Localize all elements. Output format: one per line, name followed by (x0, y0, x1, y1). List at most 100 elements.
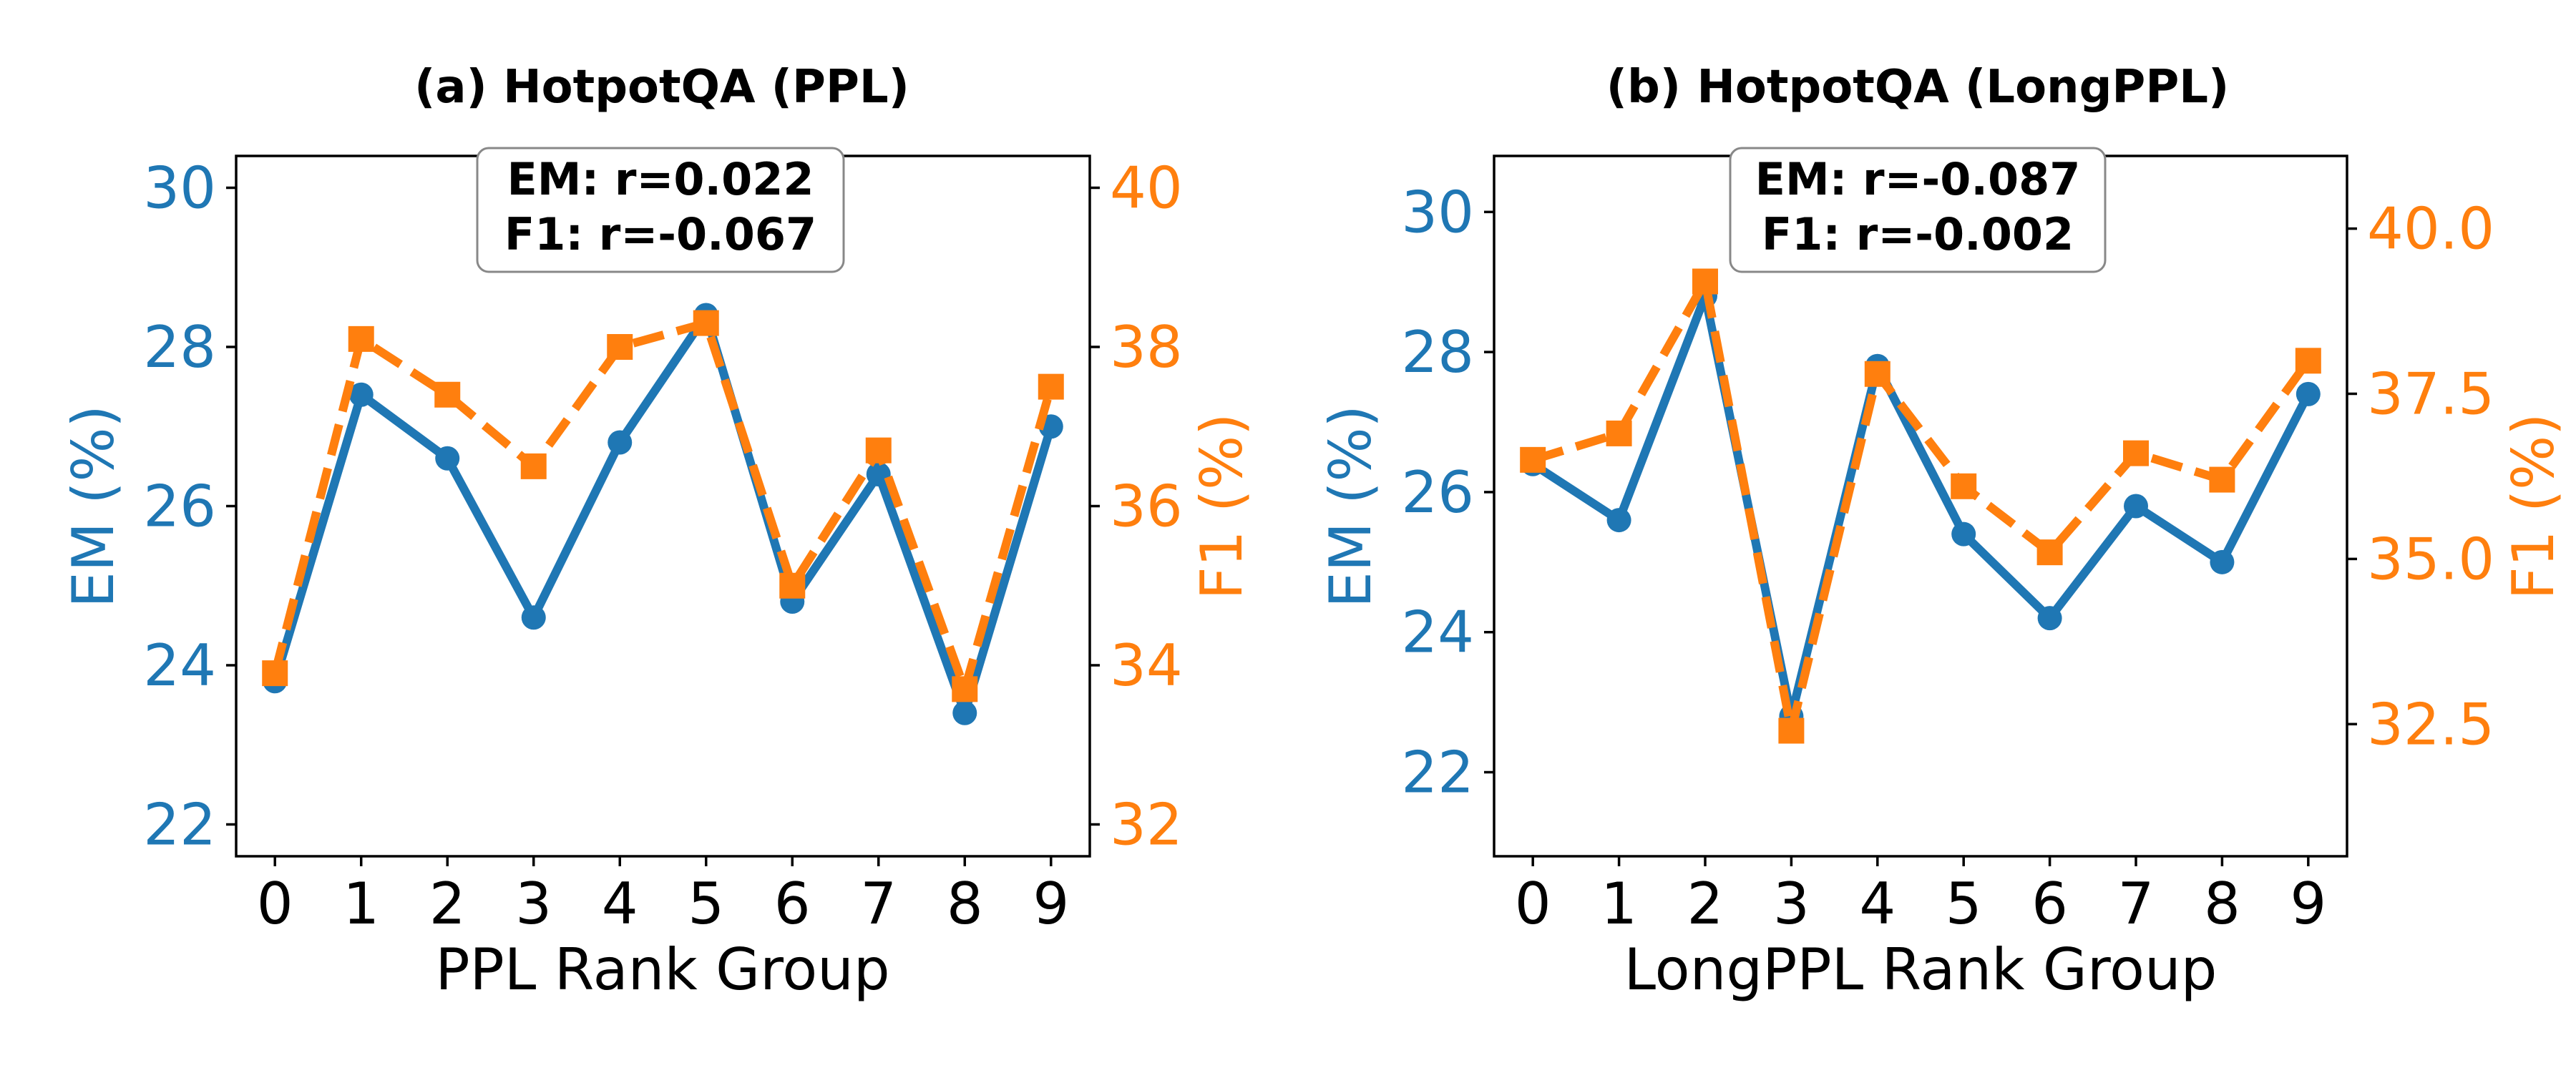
f1-point (2036, 539, 2063, 566)
x-tick-label: 7 (860, 871, 897, 937)
left-tick-label: 30 (143, 155, 216, 222)
f1-point (1520, 446, 1546, 473)
right-tick-label: 38 (1110, 314, 1183, 381)
right-tick-label: 35.0 (2367, 526, 2494, 592)
series-f1 (262, 310, 1064, 702)
annotation-em-line: EM: r=-0.087 (1755, 153, 2081, 205)
right-y-axis-label: F1 (%) (1189, 413, 1255, 600)
f1-point (2123, 440, 2150, 466)
f1-point (262, 660, 288, 687)
left-tick-label: 30 (1401, 179, 1474, 245)
right-y-axis-label: F1 (%) (2500, 413, 2567, 600)
right-tick-label: 34 (1110, 632, 1183, 699)
f1-point (1038, 373, 1064, 400)
left-tick-label: 28 (1401, 319, 1474, 386)
left-tick-label: 26 (143, 474, 216, 540)
left-tick-label: 28 (143, 314, 216, 381)
x-tick-label: 1 (1601, 871, 1637, 937)
f1-point (779, 572, 806, 599)
chart-title: (a) HotpotQA (PPL) (414, 61, 909, 114)
x-tick-label: 7 (2118, 871, 2155, 937)
chart-title: (b) HotpotQA (LongPPL) (1606, 61, 2230, 114)
em-point (2124, 494, 2149, 519)
x-tick-label: 2 (1687, 871, 1724, 937)
f1-point (1606, 420, 1632, 446)
series-layer (1520, 268, 2321, 744)
em-point (952, 700, 977, 725)
x-tick-label: 6 (2031, 871, 2068, 937)
annotation-box (476, 147, 845, 273)
series-em (1521, 283, 2321, 729)
x-tick-label: 4 (602, 871, 638, 937)
series-em (263, 303, 1063, 725)
x-tick-label: 4 (1859, 871, 1896, 937)
em-point (2210, 549, 2235, 574)
left-tick-label: 22 (143, 792, 216, 858)
left-y-axis: 22 24 26 28 30 (143, 155, 236, 858)
em-point (866, 462, 891, 486)
left-tick-label: 22 (1401, 740, 1474, 806)
em-point (435, 446, 460, 471)
left-tick-label: 24 (1401, 599, 1474, 666)
right-tick-label: 32.5 (2367, 691, 2494, 758)
f1-point (1864, 361, 1890, 387)
correlation-annotation: EM: r=0.022 F1: r=-0.067 (476, 147, 845, 273)
annotation-em-line: EM: r=0.022 (507, 153, 814, 205)
annotation-box (1729, 147, 2107, 273)
x-tick-label: 6 (774, 871, 811, 937)
x-tick-label: 2 (429, 871, 466, 937)
f1-point (2209, 466, 2235, 493)
left-y-axis-label: EM (%) (1317, 405, 1384, 607)
f1-point (434, 381, 461, 408)
series-layer (262, 303, 1064, 725)
x-tick-label: 1 (343, 871, 379, 937)
left-tick-label: 26 (1401, 459, 1474, 526)
right-tick-label: 32 (1110, 792, 1183, 858)
f1-point (1951, 473, 1977, 499)
series-line-f1 (1531, 277, 2312, 735)
series-line-em (270, 310, 1055, 717)
left-y-axis-label: EM (%) (60, 405, 127, 607)
em-point (521, 605, 546, 630)
em-point (348, 382, 374, 407)
f1-point (1778, 717, 1805, 744)
x-tick-label: 3 (515, 871, 552, 937)
em-point (1951, 521, 1976, 547)
f1-point (865, 437, 892, 464)
right-tick-label: 36 (1110, 474, 1183, 540)
x-axis-label: PPL Rank Group (435, 936, 889, 1003)
em-point (1606, 508, 1631, 533)
em-point (2037, 606, 2062, 631)
f1-point (520, 453, 547, 479)
x-tick-label: 5 (688, 871, 724, 937)
x-tick-label: 9 (2290, 871, 2326, 937)
annotation-f1-line: F1: r=-0.067 (504, 208, 816, 260)
f1-point (1692, 268, 1718, 295)
left-y-axis: 22 24 26 28 30 (1401, 179, 1494, 806)
f1-point (607, 334, 633, 360)
f1-point (348, 325, 374, 352)
left-tick-label: 24 (143, 632, 216, 699)
right-tick-label: 37.5 (2367, 361, 2494, 427)
right-y-axis: 32 34 36 38 40 (1090, 155, 1183, 858)
x-tick-label: 0 (1515, 871, 1551, 937)
right-y-axis: 32.5 35.0 37.5 40.0 (2347, 196, 2494, 758)
em-point (2296, 381, 2321, 406)
right-tick-label: 40.0 (2367, 196, 2494, 263)
x-axis-label: LongPPL Rank Group (1624, 936, 2218, 1003)
x-tick-label: 5 (1946, 871, 1982, 937)
x-tick-label: 3 (1773, 871, 1810, 937)
f1-point (2295, 348, 2321, 374)
em-point (608, 430, 633, 455)
series-line-f1 (270, 318, 1055, 694)
right-tick-label: 40 (1110, 155, 1183, 222)
series-line-em (1530, 291, 2313, 721)
correlation-annotation: EM: r=-0.087 F1: r=-0.002 (1729, 147, 2107, 273)
f1-point (693, 310, 719, 336)
series-f1 (1520, 268, 2321, 744)
